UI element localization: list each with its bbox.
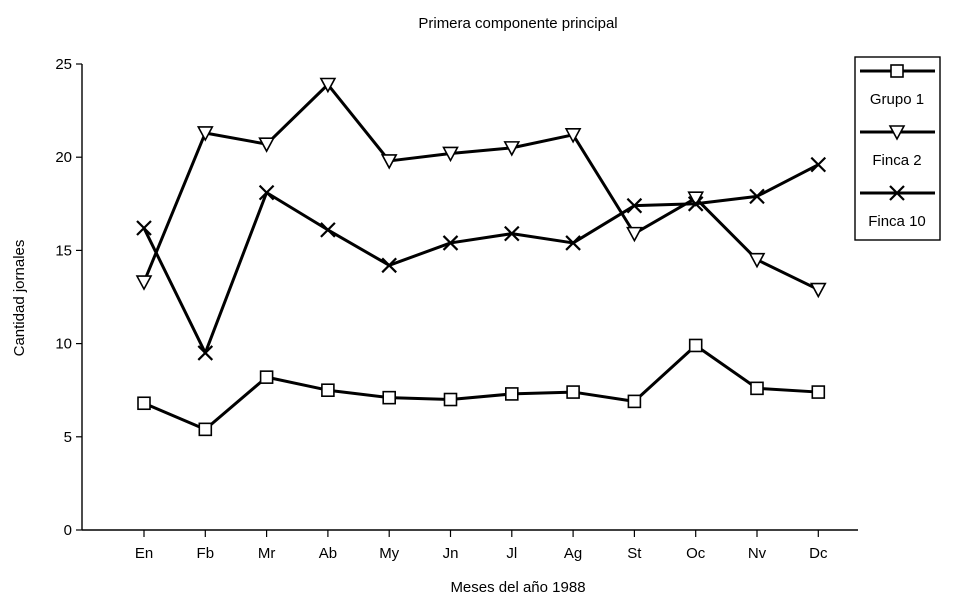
x-tick-label: Dc (809, 545, 828, 562)
data-point (504, 387, 519, 401)
y-tick-label: 10 (55, 336, 72, 353)
data-point (258, 137, 275, 153)
data-point (442, 235, 459, 251)
data-point (748, 252, 766, 269)
data-point (809, 282, 827, 299)
x-tick-label: Jl (506, 545, 517, 562)
data-point (566, 385, 580, 399)
data-point (811, 385, 826, 399)
data-point (503, 141, 521, 157)
series-finca-2 (135, 77, 827, 299)
series-line (143, 343, 819, 431)
data-point (627, 394, 642, 409)
legend-item: Finca 10 (860, 185, 935, 230)
series-line (142, 163, 819, 355)
legend-marker (888, 125, 906, 141)
data-point (380, 154, 398, 170)
data-point (626, 226, 643, 243)
legend-marker (889, 185, 905, 201)
y-axis-title: Cantidad jornales (11, 240, 28, 357)
data-point (564, 128, 582, 144)
x-axis: En Fb Mr Ab My Jn Jl Ag St Oc Nv Dc (82, 529, 858, 562)
data-point (381, 257, 397, 274)
x-tick-label: Jn (443, 545, 459, 562)
series-line (142, 83, 819, 291)
legend-label: Finca 2 (872, 152, 921, 169)
data-point (504, 225, 520, 242)
x-tick-label: Nv (748, 545, 767, 562)
series-grupo-1 (137, 338, 826, 437)
chart-title: Primera componente principal (418, 15, 617, 32)
data-point (136, 220, 152, 236)
x-axis-title: Meses del año 1988 (450, 579, 585, 596)
series-finca-10 (136, 156, 827, 361)
data-point (198, 422, 213, 437)
legend-item: Finca 2 (860, 125, 935, 169)
data-point (687, 196, 704, 212)
data-point (197, 345, 214, 361)
data-point (750, 381, 764, 396)
y-axis: 0 5 10 15 20 25 (55, 56, 83, 539)
data-point (626, 197, 643, 214)
data-point (319, 77, 337, 94)
x-tick-label: Oc (686, 545, 706, 562)
y-tick-label: 20 (55, 149, 72, 166)
x-tick-label: En (135, 545, 153, 562)
data-point (135, 275, 153, 291)
x-tick-label: Mr (258, 545, 276, 562)
data-point (688, 338, 703, 353)
x-tick-label: Fb (197, 545, 215, 562)
x-tick-label: Ab (319, 545, 337, 562)
legend-item: Grupo 1 (860, 64, 935, 108)
x-tick-label: Ag (564, 545, 582, 562)
y-tick-label: 25 (55, 56, 72, 73)
data-point (810, 156, 827, 173)
legend: Grupo 1 Finca 2 Finca 10 (854, 56, 941, 241)
data-point (382, 390, 397, 405)
x-tick-label: St (627, 545, 642, 562)
data-point (442, 146, 459, 163)
y-tick-label: 15 (55, 242, 72, 259)
legend-marker (890, 64, 904, 78)
data-point (320, 222, 336, 238)
data-point (137, 396, 151, 411)
data-point (443, 392, 458, 407)
data-point (196, 126, 214, 142)
plot-series (135, 77, 827, 437)
data-point (259, 370, 274, 384)
x-tick-label: My (379, 545, 399, 562)
data-point (258, 184, 275, 201)
data-point (687, 191, 705, 207)
legend-box (854, 56, 941, 241)
data-point (565, 235, 581, 251)
data-point (749, 188, 765, 205)
y-tick-label: 0 (64, 522, 72, 539)
legend-label: Finca 10 (868, 213, 926, 230)
legend-label: Grupo 1 (870, 91, 924, 108)
data-point (321, 383, 335, 398)
y-tick-label: 5 (64, 429, 72, 446)
